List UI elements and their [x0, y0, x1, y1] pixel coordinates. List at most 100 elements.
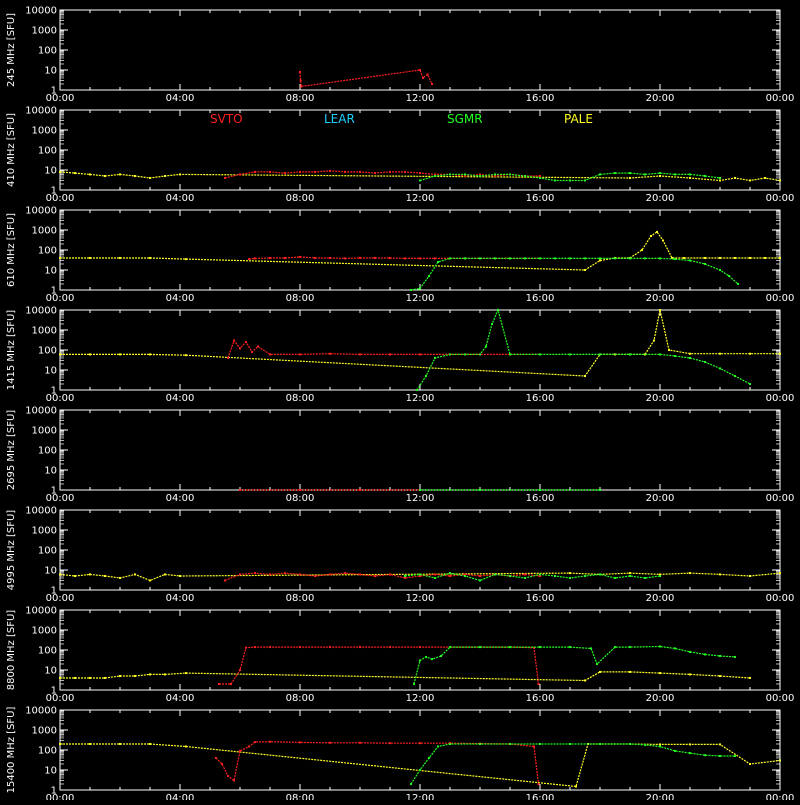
y-tick-label: 10 — [44, 166, 57, 177]
data-point-pale — [599, 670, 601, 673]
data-point-pale — [59, 573, 61, 576]
data-point-pale — [719, 675, 721, 678]
data-point-svto — [314, 256, 316, 259]
data-point-pale — [719, 743, 721, 746]
x-tick-label: 20:00 — [646, 793, 675, 800]
data-point-sgmr — [659, 257, 661, 260]
data-point-svto — [329, 741, 331, 744]
y-tick-label: 10 — [44, 366, 57, 377]
data-point-svto — [245, 341, 247, 344]
legend-item-sgmr: SGMR — [447, 112, 483, 126]
data-point-pale — [134, 573, 136, 576]
data-point-svto — [389, 353, 391, 356]
data-point-pale — [629, 572, 631, 575]
data-point-svto — [479, 575, 481, 578]
data-point-svto — [359, 170, 361, 173]
y-tick-label: 100 — [38, 146, 57, 157]
data-point-svto — [299, 489, 301, 491]
data-point-sgmr — [524, 175, 526, 178]
data-point-pale — [683, 256, 685, 259]
x-tick-label: 08:00 — [286, 93, 315, 104]
data-point-sgmr — [719, 367, 721, 370]
data-point-pale — [659, 309, 661, 311]
data-point-pale — [764, 256, 766, 259]
data-point-sgmr — [584, 257, 586, 260]
data-point-sgmr — [419, 179, 421, 182]
data-point-sgmr — [569, 353, 571, 356]
data-point-sgmr — [674, 173, 676, 176]
x-tick-label: 12:00 — [406, 593, 435, 604]
y-tick-label: 100 — [38, 246, 57, 257]
data-point-svto — [419, 353, 421, 356]
x-tick-label: 12:00 — [406, 293, 435, 304]
data-point-sgmr — [539, 489, 541, 491]
data-point-svto — [464, 175, 466, 178]
data-point-sgmr — [410, 782, 412, 785]
data-point-pale — [779, 352, 781, 355]
y-tick-label: 10 — [44, 766, 57, 777]
data-point-pale — [149, 176, 151, 179]
data-point-svto — [537, 782, 540, 785]
y-tick-label: 100 — [38, 46, 57, 57]
x-tick-label: 00:00 — [46, 393, 75, 404]
data-point-pale — [584, 679, 586, 682]
data-point-sgmr — [419, 489, 421, 491]
data-point-pale — [59, 256, 61, 259]
data-point-pale — [59, 170, 61, 173]
data-point-sgmr — [599, 353, 601, 356]
x-tick-label: 20:00 — [646, 93, 675, 104]
data-point-pale — [119, 256, 121, 259]
data-point-svto — [254, 257, 256, 260]
y-axis-label: 15400 MHz [SFU] — [6, 707, 17, 794]
x-tick-label: 04:00 — [166, 493, 195, 504]
data-point-svto — [299, 170, 301, 173]
data-point-sgmr — [491, 322, 493, 325]
data-point-pale — [584, 375, 586, 378]
data-point-svto — [269, 573, 271, 576]
data-point-svto — [422, 76, 424, 79]
data-point-sgmr — [494, 573, 496, 576]
data-point-sgmr — [419, 769, 421, 771]
x-tick-label: 04:00 — [166, 593, 195, 604]
data-point-pale — [668, 349, 670, 351]
x-tick-label: 04:00 — [166, 693, 195, 704]
series-line-sgmr — [410, 257, 739, 291]
data-point-sgmr — [590, 647, 592, 650]
data-point-svto — [284, 256, 286, 259]
x-tick-label: 12:00 — [406, 393, 435, 404]
data-point-sgmr — [431, 658, 433, 661]
data-point-pale — [650, 235, 652, 238]
data-point-svto — [359, 353, 361, 356]
data-point-svto — [329, 169, 331, 172]
data-point-sgmr — [539, 742, 541, 745]
data-point-svto — [419, 575, 421, 578]
y-tick-label: 100 — [38, 646, 57, 657]
data-point-sgmr — [584, 575, 586, 578]
panel-frame — [59, 9, 781, 91]
data-point-pale — [119, 675, 121, 678]
data-point-sgmr — [719, 176, 721, 179]
data-point-svto — [224, 176, 226, 179]
data-point-svto — [299, 79, 302, 82]
data-point-svto — [239, 573, 241, 576]
data-point-svto — [329, 646, 331, 649]
x-tick-label: 00:00 — [46, 293, 75, 304]
data-point-sgmr — [728, 275, 730, 278]
y-tick-label: 10000 — [25, 406, 57, 417]
data-point-sgmr — [704, 175, 706, 178]
x-tick-label: 00:00 — [766, 293, 795, 304]
y-tick-label: 10 — [44, 66, 57, 77]
data-point-sgmr — [428, 756, 430, 759]
data-point-sgmr — [719, 655, 721, 658]
data-point-sgmr — [629, 257, 631, 260]
data-point-pale — [659, 175, 661, 178]
data-point-sgmr — [644, 173, 646, 176]
x-tick-label: 16:00 — [526, 493, 555, 504]
data-point-svto — [344, 572, 346, 575]
y-tick-label: 10000 — [25, 106, 57, 117]
data-point-pale — [689, 176, 691, 179]
data-point-svto — [374, 575, 376, 578]
data-point-sgmr — [434, 576, 436, 579]
data-point-pale — [749, 676, 751, 679]
data-point-svto — [329, 256, 331, 259]
